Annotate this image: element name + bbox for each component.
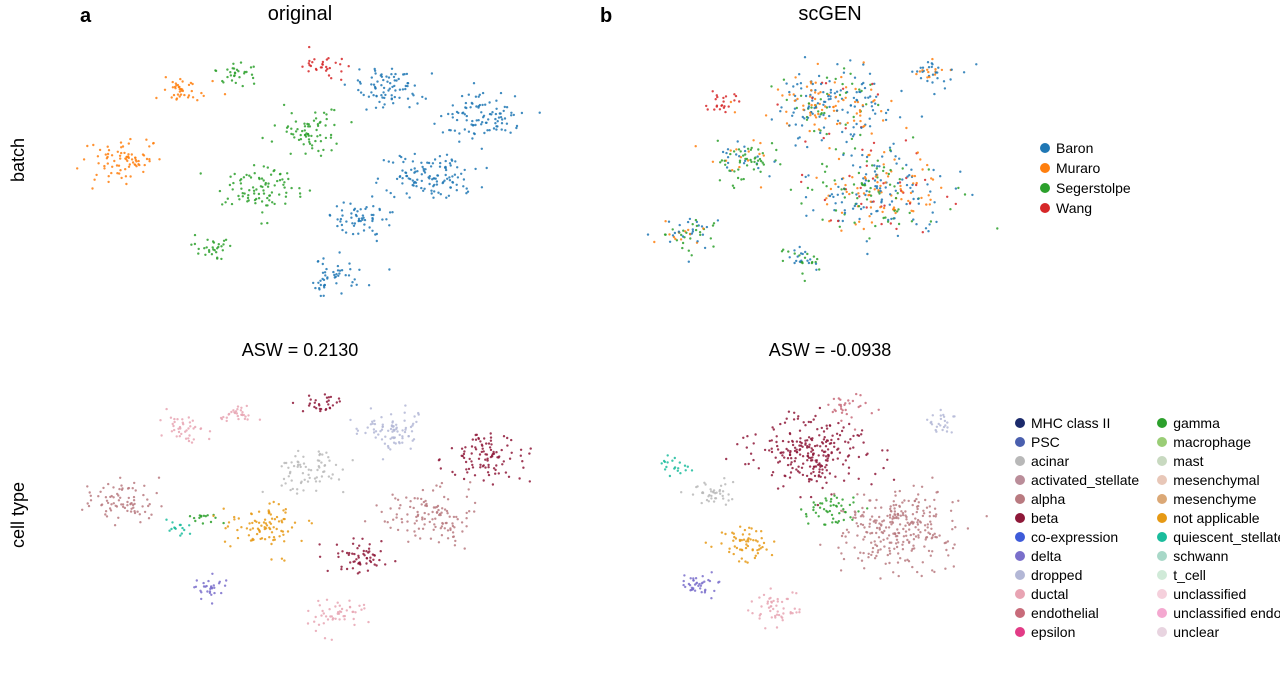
- legend-label: activated_stellate: [1031, 472, 1139, 488]
- legend-dot-icon: [1157, 494, 1167, 504]
- legend-dot-icon: [1015, 437, 1025, 447]
- legend-item: activated_stellate: [1015, 472, 1139, 488]
- legend-label: mesenchyme: [1173, 491, 1256, 507]
- legend-dot-icon: [1040, 183, 1050, 193]
- legend-label: t_cell: [1173, 567, 1206, 583]
- legend-label: unclear: [1173, 624, 1219, 640]
- legend-label: PSC: [1031, 434, 1060, 450]
- scatter-original-batch: [65, 30, 555, 320]
- legend-dot-icon: [1015, 456, 1025, 466]
- legend-label: Segerstolpe: [1056, 180, 1131, 196]
- legend-item: macrophage: [1157, 434, 1280, 450]
- legend-dot-icon: [1157, 532, 1167, 542]
- asw-original: ASW = 0.2130: [180, 340, 420, 361]
- row-label-celltype: cell type: [8, 450, 29, 580]
- legend-item: Muraro: [1040, 160, 1131, 176]
- legend-item: unclassified: [1157, 586, 1280, 602]
- legend-dot-icon: [1015, 627, 1025, 637]
- col-title-scgen: scGEN: [730, 3, 930, 26]
- legend-dot-icon: [1157, 513, 1167, 523]
- panel-label-a: a: [80, 5, 91, 28]
- legend-dot-icon: [1015, 418, 1025, 428]
- legend-label: mesenchymal: [1173, 472, 1259, 488]
- legend-dot-icon: [1157, 570, 1167, 580]
- legend-label: alpha: [1031, 491, 1065, 507]
- legend-item: delta: [1015, 548, 1139, 564]
- legend-dot-icon: [1157, 456, 1167, 466]
- legend-dot-icon: [1157, 608, 1167, 618]
- legend-label: dropped: [1031, 567, 1082, 583]
- legend-dot-icon: [1157, 418, 1167, 428]
- scatter-original-celltype: [65, 370, 555, 660]
- legend-item: schwann: [1157, 548, 1280, 564]
- legend-item: mesenchyme: [1157, 491, 1280, 507]
- legend-label: epsilon: [1031, 624, 1075, 640]
- legend-dot-icon: [1015, 494, 1025, 504]
- legend-label: Muraro: [1056, 160, 1100, 176]
- legend-label: quiescent_stellate: [1173, 529, 1280, 545]
- panel-label-b: b: [600, 5, 612, 28]
- legend-item: unclear: [1157, 624, 1280, 640]
- legend-label: schwann: [1173, 548, 1228, 564]
- legend-celltype: MHC class II gamma PSC macrophage acinar mast…: [1015, 415, 1280, 640]
- legend-dot-icon: [1015, 532, 1025, 542]
- legend-dot-icon: [1015, 475, 1025, 485]
- legend-dot-icon: [1040, 143, 1050, 153]
- legend-label: delta: [1031, 548, 1061, 564]
- legend-item: ductal: [1015, 586, 1139, 602]
- legend-item: not applicable: [1157, 510, 1280, 526]
- legend-dot-icon: [1157, 551, 1167, 561]
- legend-dot-icon: [1157, 627, 1167, 637]
- legend-item: alpha: [1015, 491, 1139, 507]
- legend-label: Baron: [1056, 140, 1093, 156]
- legend-label: MHC class II: [1031, 415, 1110, 431]
- legend-item: co-expression: [1015, 529, 1139, 545]
- legend-item: MHC class II: [1015, 415, 1139, 431]
- asw-scgen: ASW = -0.0938: [710, 340, 950, 361]
- legend-item: quiescent_stellate: [1157, 529, 1280, 545]
- legend-label: macrophage: [1173, 434, 1251, 450]
- legend-item: gamma: [1157, 415, 1280, 431]
- legend-label: mast: [1173, 453, 1203, 469]
- legend-dot-icon: [1015, 570, 1025, 580]
- legend-item: Baron: [1040, 140, 1131, 156]
- legend-item: beta: [1015, 510, 1139, 526]
- scatter-scgen-batch: [590, 30, 1030, 320]
- legend-dot-icon: [1040, 163, 1050, 173]
- legend-item: Segerstolpe: [1040, 180, 1131, 196]
- legend-item: mast: [1157, 453, 1280, 469]
- legend-dot-icon: [1015, 513, 1025, 523]
- legend-batch: Baron Muraro Segerstolpe Wang: [1040, 140, 1131, 220]
- row-label-batch: batch: [8, 100, 29, 220]
- legend-dot-icon: [1157, 475, 1167, 485]
- legend-label: Wang: [1056, 200, 1092, 216]
- legend-item: endothelial: [1015, 605, 1139, 621]
- legend-label: gamma: [1173, 415, 1220, 431]
- legend-label: acinar: [1031, 453, 1069, 469]
- legend-dot-icon: [1040, 203, 1050, 213]
- legend-dot-icon: [1015, 551, 1025, 561]
- legend-item: dropped: [1015, 567, 1139, 583]
- legend-item: unclassified endocrine: [1157, 605, 1280, 621]
- legend-dot-icon: [1015, 608, 1025, 618]
- legend-label: unclassified: [1173, 586, 1246, 602]
- legend-item: acinar: [1015, 453, 1139, 469]
- scatter-scgen-celltype: [590, 370, 1030, 660]
- legend-label: ductal: [1031, 586, 1068, 602]
- legend-label: co-expression: [1031, 529, 1118, 545]
- legend-dot-icon: [1157, 589, 1167, 599]
- figure-container: a b original scGEN batch cell type ASW =…: [0, 0, 1280, 690]
- legend-label: beta: [1031, 510, 1058, 526]
- legend-item: epsilon: [1015, 624, 1139, 640]
- legend-label: not applicable: [1173, 510, 1259, 526]
- legend-item: PSC: [1015, 434, 1139, 450]
- legend-dot-icon: [1015, 589, 1025, 599]
- legend-item: mesenchymal: [1157, 472, 1280, 488]
- legend-dot-icon: [1157, 437, 1167, 447]
- col-title-original: original: [200, 3, 400, 26]
- legend-label: unclassified endocrine: [1173, 605, 1280, 621]
- legend-item: Wang: [1040, 200, 1131, 216]
- legend-item: t_cell: [1157, 567, 1280, 583]
- legend-label: endothelial: [1031, 605, 1099, 621]
